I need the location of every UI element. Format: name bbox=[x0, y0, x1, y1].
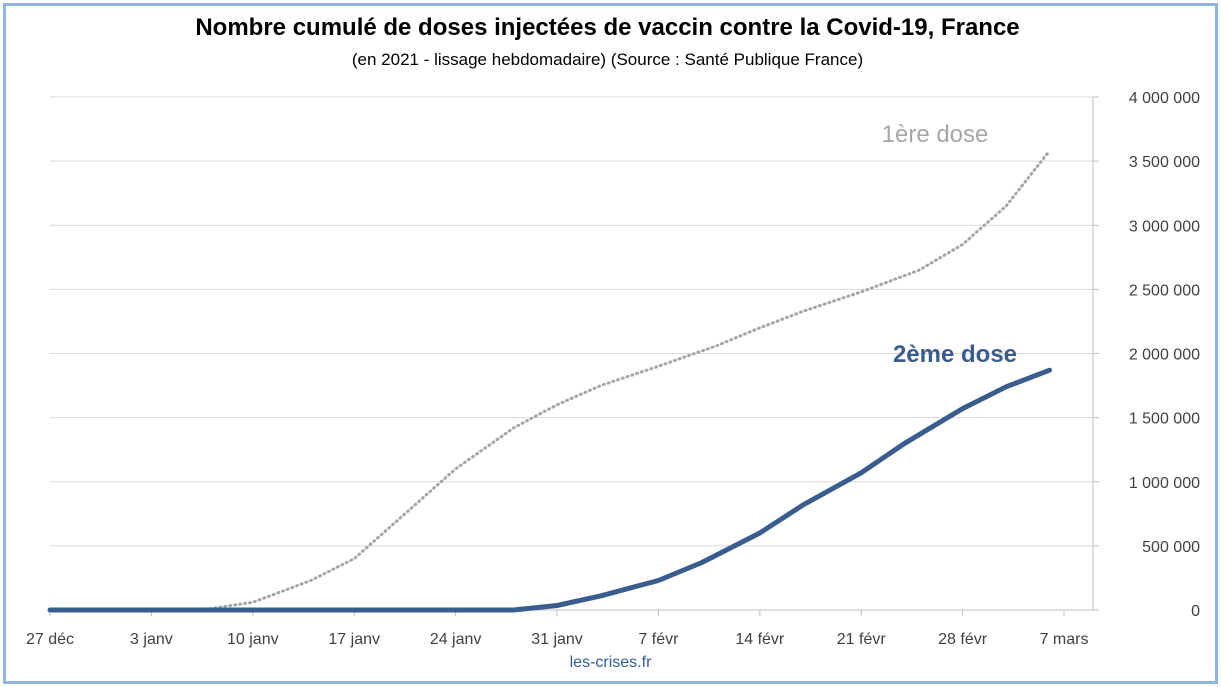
y-tick-label: 4 000 000 bbox=[1129, 90, 1200, 107]
x-tick-label: 7 févr bbox=[638, 631, 679, 648]
y-tick-label: 2 500 000 bbox=[1129, 282, 1200, 299]
x-tick-label: 14 févr bbox=[735, 631, 785, 648]
x-tick-label: 28 févr bbox=[938, 631, 988, 648]
x-tick-label: 31 janv bbox=[531, 631, 583, 648]
x-tick-label: 27 déc bbox=[26, 631, 74, 648]
x-tick-label: 10 janv bbox=[227, 631, 279, 648]
x-tick-label: 7 mars bbox=[1040, 631, 1089, 648]
chart-title: Nombre cumulé de doses injectées de vacc… bbox=[195, 14, 1020, 41]
x-tick-label: 21 févr bbox=[837, 631, 887, 648]
y-tick-label: 3 000 000 bbox=[1129, 218, 1200, 235]
chart-frame bbox=[3, 3, 1218, 684]
y-tick-label: 1 000 000 bbox=[1129, 475, 1200, 492]
x-tick-label: 17 janv bbox=[328, 631, 380, 648]
series-line-first-dose bbox=[48, 149, 1051, 612]
y-tick-label: 2 000 000 bbox=[1129, 347, 1200, 364]
y-tick-label: 0 bbox=[1191, 603, 1200, 620]
series-label-second-dose: 2ème dose bbox=[893, 341, 1017, 368]
source-label: les-crises.fr bbox=[569, 654, 652, 671]
series-line-second-dose bbox=[47, 367, 1052, 613]
series-label-first-dose: 1ère dose bbox=[882, 121, 989, 148]
y-tick-label: 500 000 bbox=[1142, 539, 1200, 556]
x-tick-label: 24 janv bbox=[430, 631, 482, 648]
y-tick-label: 3 500 000 bbox=[1129, 154, 1200, 171]
x-tick-label: 3 janv bbox=[130, 631, 173, 648]
y-tick-label: 1 500 000 bbox=[1129, 411, 1200, 428]
chart-subtitle: (en 2021 - lissage hebdomadaire) (Source… bbox=[351, 50, 864, 69]
